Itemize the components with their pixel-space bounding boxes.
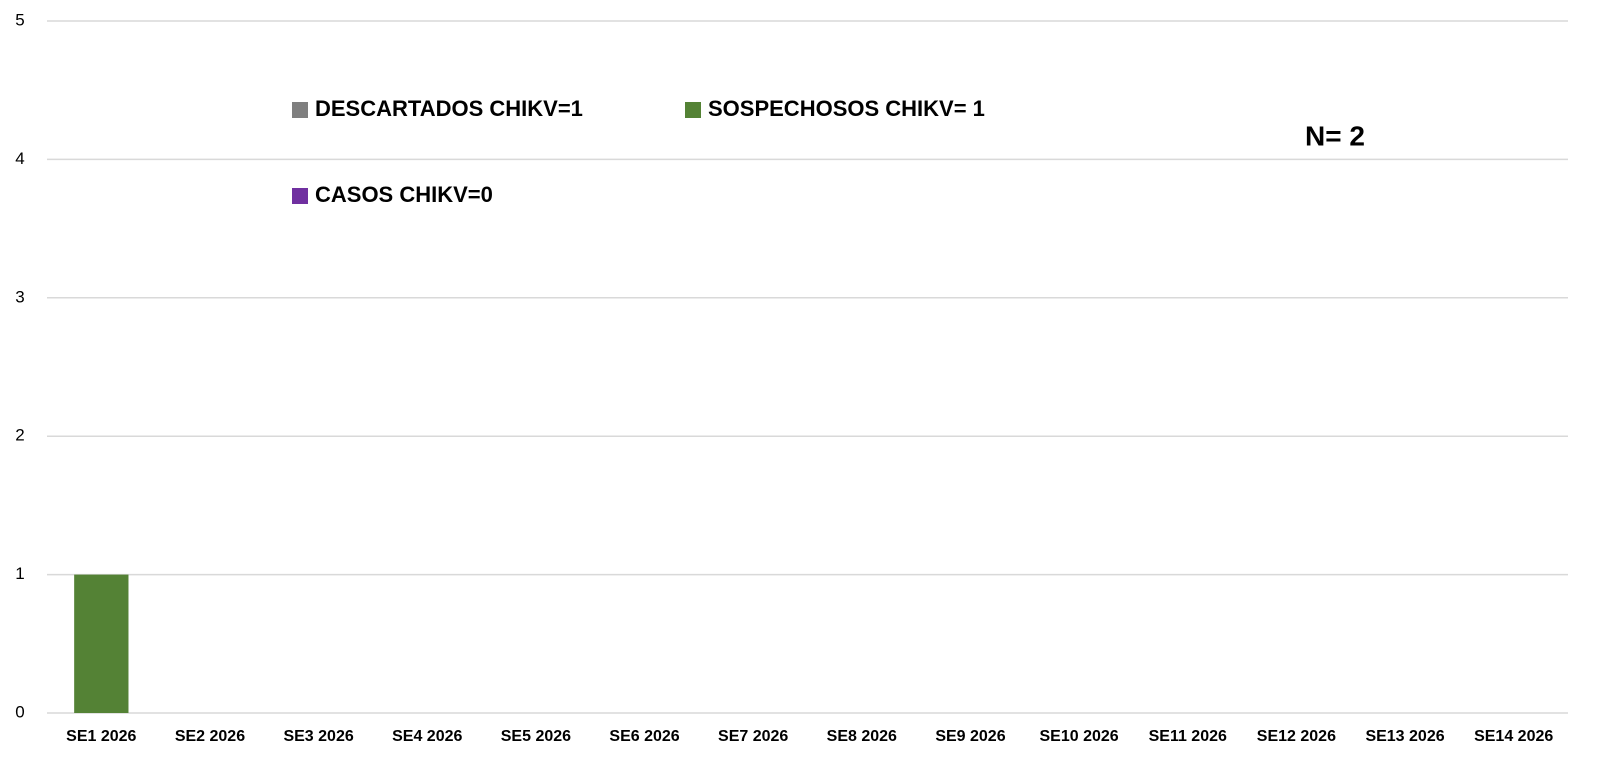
bar bbox=[74, 574, 129, 713]
legend-label: CASOS CHIKV=0 bbox=[315, 182, 493, 207]
legend-label: SOSPECHOSOS CHIKV= 1 bbox=[708, 96, 985, 121]
annotation: N= 2 bbox=[1305, 120, 1365, 151]
legend-label: DESCARTADOS CHIKV=1 bbox=[315, 96, 583, 121]
x-tick-label: SE12 2026 bbox=[1257, 728, 1336, 745]
legend-swatch bbox=[685, 102, 701, 118]
x-tick-label: SE11 2026 bbox=[1149, 728, 1227, 745]
x-tick-label: SE9 2026 bbox=[935, 728, 1005, 745]
x-tick-label: SE13 2026 bbox=[1365, 728, 1444, 745]
x-tick-label: SE14 2026 bbox=[1474, 728, 1553, 745]
x-tick-label: SE5 2026 bbox=[501, 728, 571, 745]
y-tick-label: 5 bbox=[15, 10, 24, 29]
x-tick-label: SE7 2026 bbox=[718, 728, 788, 745]
y-tick-label: 2 bbox=[15, 426, 24, 445]
legend-swatch bbox=[292, 188, 308, 204]
legend-swatch bbox=[292, 102, 308, 118]
y-tick-label: 0 bbox=[15, 702, 24, 721]
x-tick-label: SE4 2026 bbox=[392, 728, 462, 745]
y-tick-label: 1 bbox=[15, 564, 24, 583]
x-tick-label: SE1 2026 bbox=[66, 728, 136, 745]
x-tick-label: SE10 2026 bbox=[1040, 728, 1119, 745]
x-tick-label: SE6 2026 bbox=[609, 728, 679, 745]
y-tick-label: 4 bbox=[15, 149, 24, 168]
y-tick-label: 3 bbox=[15, 287, 24, 306]
x-tick-label: SE2 2026 bbox=[175, 728, 245, 745]
x-tick-label: SE8 2026 bbox=[827, 728, 897, 745]
x-tick-label: SE3 2026 bbox=[283, 728, 353, 745]
